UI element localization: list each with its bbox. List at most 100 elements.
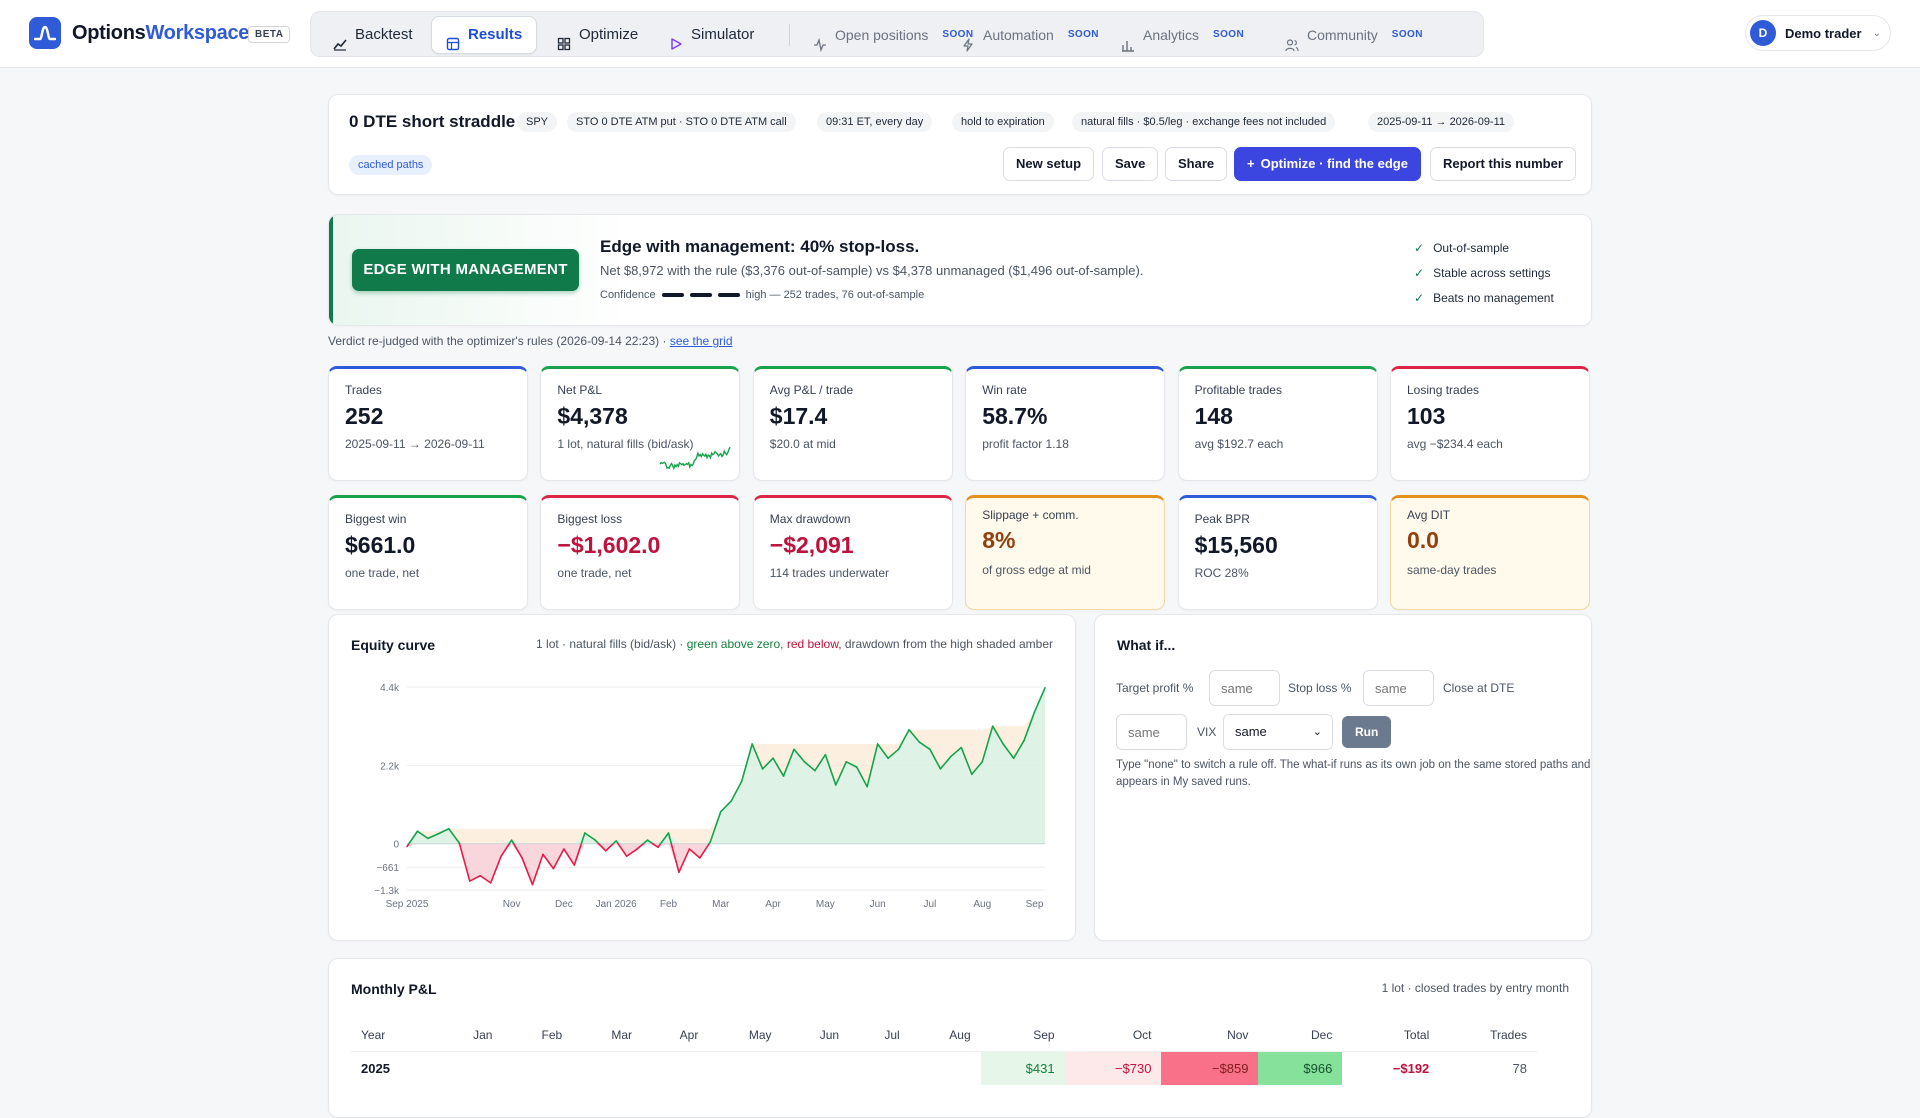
run-button[interactable]: Run	[1342, 716, 1391, 748]
verdict-checklist: ✓Out-of-sample ✓Stable across settings ✓…	[1414, 235, 1554, 310]
stat-label: Profitable trades	[1195, 383, 1282, 397]
app-logo-icon[interactable]	[29, 17, 61, 49]
user-menu[interactable]: D Demo trader ⌄	[1745, 15, 1891, 51]
confidence-bar-2	[690, 293, 712, 297]
nav-tab-label: Simulator	[691, 16, 754, 54]
column-header: Jan	[435, 1019, 503, 1051]
equity-curve-card: Equity curve 1 lot · natural fills (bid/…	[328, 614, 1076, 941]
stat-label: Win rate	[982, 383, 1027, 397]
cached-paths-badge: cached paths	[349, 155, 432, 175]
stat-value: 252	[345, 403, 383, 430]
users-icon	[1285, 28, 1299, 42]
see-grid-link[interactable]: see the grid	[670, 334, 733, 348]
verdict-card: EDGE WITH MANAGEMENT Edge with managemen…	[328, 214, 1592, 326]
nav-tab-label: Results	[468, 16, 522, 54]
what-if-help: Type "none" to switch a rule off. The wh…	[1116, 757, 1596, 791]
checkmark-icon: ✓	[1414, 241, 1424, 255]
setup-card: 0 DTE short straddle SPY STO 0 DTE ATM p…	[328, 94, 1592, 195]
monthly-note: 1 lot · closed trades by entry month	[1382, 981, 1569, 995]
column-header: Sep	[981, 1019, 1065, 1051]
share-button[interactable]: Share	[1165, 147, 1227, 181]
avatar: D	[1750, 20, 1776, 46]
stop-loss-input[interactable]	[1363, 670, 1434, 706]
column-header: Mar	[572, 1019, 642, 1051]
stop-loss-label: Stop loss %	[1288, 681, 1351, 695]
nav-tab-backtest[interactable]: Backtest	[319, 16, 427, 54]
y-tick-label: 4.4k	[380, 683, 400, 694]
check-item: ✓Beats no management	[1414, 285, 1554, 310]
save-button[interactable]: Save	[1102, 147, 1158, 181]
x-tick-label: Mar	[712, 899, 730, 910]
report-button[interactable]: Report this number	[1430, 147, 1576, 181]
stat-sub: profit factor 1.18	[982, 435, 1152, 453]
stat-sub: one trade, net	[557, 564, 727, 582]
soon-badge: SOON	[1392, 16, 1423, 54]
nav-tab-label: Optimize	[579, 16, 638, 54]
vix-select-value: same	[1235, 724, 1267, 739]
stat-sub: 114 trades underwater	[770, 564, 940, 582]
stat-tile-slippage-comm: Slippage + comm.8%of gross edge at mid	[965, 495, 1165, 610]
column-header: Nov	[1161, 1019, 1258, 1051]
chip-entry-time: 09:31 ET, every day	[817, 112, 932, 132]
stat-tile-win-rate: Win rate 58.7% profit factor 1.18	[965, 366, 1165, 481]
close-dte-input[interactable]	[1116, 714, 1187, 750]
vix-select[interactable]: same ⌄	[1223, 714, 1333, 750]
x-tick-label: Nov	[503, 899, 521, 910]
confidence-row: Confidence high — 252 trades, 76 out-of-…	[600, 289, 924, 301]
stat-value: $15,560	[1195, 532, 1278, 559]
x-tick-label: Jan 2026	[596, 899, 638, 910]
nav-tab-simulator[interactable]: Simulator	[655, 16, 768, 54]
x-tick-label: May	[816, 899, 835, 910]
optimize-label: Optimize · find the edge	[1261, 156, 1408, 171]
plus-icon: +	[1247, 156, 1255, 171]
chip-underlying: SPY	[517, 112, 557, 132]
chip-date-range: 2025-09-11 → 2026-09-11	[1368, 112, 1514, 132]
target-profit-label: Target profit %	[1116, 681, 1193, 695]
x-tick-label: Sep 2025	[386, 899, 429, 910]
bolt-icon	[961, 28, 975, 42]
checkmark-icon: ✓	[1414, 266, 1424, 280]
soon-badge: SOON	[1068, 16, 1099, 54]
chart-line-icon	[333, 28, 347, 42]
column-header: Total	[1342, 1019, 1439, 1051]
stat-value: 58.7%	[982, 403, 1047, 430]
x-tick-label: Sep	[1026, 899, 1044, 910]
column-header: Dec	[1258, 1019, 1342, 1051]
nav-tab-results[interactable]: Results	[431, 16, 537, 54]
stat-sub: $20.0 at mid	[770, 435, 940, 453]
confidence-label: Confidence	[600, 289, 656, 301]
stat-label: Slippage + comm.	[982, 508, 1078, 522]
column-header: Oct	[1065, 1019, 1162, 1051]
column-header: Aug	[910, 1019, 981, 1051]
stat-value: $661.0	[345, 532, 415, 559]
new-setup-button[interactable]: New setup	[1003, 147, 1094, 181]
target-profit-input[interactable]	[1209, 670, 1280, 706]
confidence-bar-1	[662, 293, 684, 297]
verdict-accent-bar	[329, 215, 333, 325]
y-tick-label: −661	[376, 863, 399, 874]
brand-name[interactable]: OptionsWorkspace	[72, 22, 249, 45]
x-tick-label: Feb	[660, 899, 678, 910]
verdict-headline: Edge with management: 40% stop-loss.	[600, 237, 919, 257]
column-header: Jul	[849, 1019, 910, 1051]
nav-tab-optimize[interactable]: Optimize	[543, 16, 652, 54]
optimize-button[interactable]: + Optimize · find the edge	[1234, 147, 1421, 181]
what-if-card: What if... Target profit % Stop loss % C…	[1094, 614, 1592, 941]
column-header: Jun	[782, 1019, 850, 1051]
chevron-down-icon: ⌄	[1313, 715, 1322, 749]
stat-value: 8%	[982, 527, 1015, 554]
x-tick-label: Jul	[924, 899, 937, 910]
stat-value: $4,378	[557, 403, 627, 430]
stat-sub: avg −$234.4 each	[1407, 435, 1577, 453]
stat-sub: one trade, net	[345, 564, 515, 582]
